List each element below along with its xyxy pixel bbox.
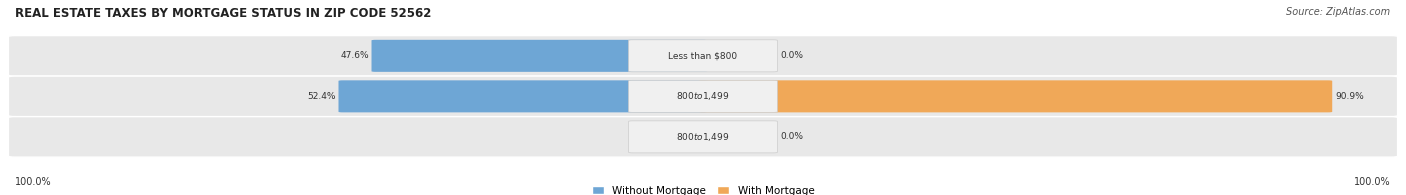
Text: 52.4%: 52.4%: [307, 92, 336, 101]
Text: 100.0%: 100.0%: [15, 177, 52, 187]
FancyBboxPatch shape: [699, 80, 1333, 112]
Text: 0.0%: 0.0%: [673, 132, 696, 141]
Text: 90.9%: 90.9%: [1336, 92, 1364, 101]
FancyBboxPatch shape: [371, 40, 707, 72]
Text: Source: ZipAtlas.com: Source: ZipAtlas.com: [1286, 7, 1391, 17]
Text: 47.6%: 47.6%: [340, 51, 368, 60]
FancyBboxPatch shape: [8, 117, 1398, 157]
FancyBboxPatch shape: [628, 40, 778, 72]
Legend: Without Mortgage, With Mortgage: Without Mortgage, With Mortgage: [592, 186, 814, 195]
FancyBboxPatch shape: [8, 76, 1398, 117]
Text: $800 to $1,499: $800 to $1,499: [676, 131, 730, 143]
Text: 0.0%: 0.0%: [780, 51, 803, 60]
FancyBboxPatch shape: [628, 80, 778, 112]
FancyBboxPatch shape: [628, 121, 778, 153]
Text: 100.0%: 100.0%: [1354, 177, 1391, 187]
FancyBboxPatch shape: [339, 80, 707, 112]
Text: $800 to $1,499: $800 to $1,499: [676, 90, 730, 102]
Text: Less than $800: Less than $800: [668, 51, 738, 60]
FancyBboxPatch shape: [8, 35, 1398, 76]
Text: 0.0%: 0.0%: [780, 132, 803, 141]
Text: REAL ESTATE TAXES BY MORTGAGE STATUS IN ZIP CODE 52562: REAL ESTATE TAXES BY MORTGAGE STATUS IN …: [15, 7, 432, 20]
